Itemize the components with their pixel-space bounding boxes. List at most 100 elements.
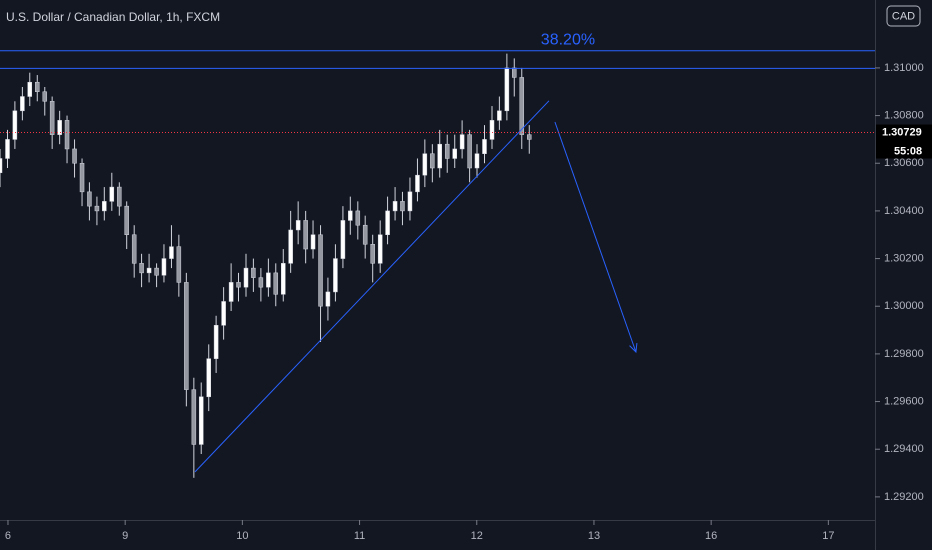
candle-body xyxy=(444,143,450,159)
candle-body xyxy=(198,396,204,445)
candle-body xyxy=(236,282,241,288)
candle-body xyxy=(42,91,48,102)
y-tick-label: 1.29400 xyxy=(884,443,924,455)
last-price-box xyxy=(876,124,932,159)
candle-body xyxy=(161,258,167,276)
candle-body xyxy=(79,162,85,193)
candle-body xyxy=(124,205,129,235)
candle-body xyxy=(310,234,316,250)
candle-body xyxy=(467,134,472,169)
candle-body xyxy=(452,148,457,159)
candle-body xyxy=(303,220,308,250)
x-tick-label: 10 xyxy=(236,530,248,542)
candle-body xyxy=(519,77,525,135)
candle-body xyxy=(57,120,62,135)
candle-body xyxy=(213,325,219,359)
candle-body xyxy=(243,267,249,288)
candle-body xyxy=(146,267,152,274)
candle-body xyxy=(109,186,115,202)
candle-body xyxy=(437,143,442,169)
trend-line xyxy=(194,100,550,473)
candle-body xyxy=(20,96,25,112)
candle-body xyxy=(72,148,77,164)
x-tick-label: 9 xyxy=(122,530,128,542)
y-tick-label: 1.29800 xyxy=(884,348,924,360)
candle-body xyxy=(288,229,293,264)
x-tick-label: 13 xyxy=(588,530,600,542)
y-tick-label: 1.29200 xyxy=(884,491,924,503)
arrow-head xyxy=(629,342,638,354)
y-tick-label: 1.30800 xyxy=(884,109,924,121)
candle-body xyxy=(392,201,398,212)
candle-body xyxy=(35,81,40,93)
y-tick-label: 1.29600 xyxy=(884,395,924,407)
candle-body xyxy=(64,120,70,150)
candle-body xyxy=(497,110,502,121)
candle-body xyxy=(49,101,55,135)
arrow-line xyxy=(554,121,637,353)
candle-body xyxy=(184,282,189,390)
candle-body xyxy=(27,81,33,97)
candle-body xyxy=(251,267,256,278)
candle-body xyxy=(228,282,234,302)
candle-body xyxy=(482,139,487,154)
currency-label[interactable]: CAD xyxy=(892,10,915,22)
candle-body xyxy=(422,153,428,176)
candle-body xyxy=(415,174,420,193)
candle-body xyxy=(221,301,226,326)
candle-body xyxy=(0,158,3,174)
x-tick-label: 12 xyxy=(471,530,483,542)
candle-body xyxy=(154,267,159,276)
candle-body xyxy=(94,205,100,212)
candle-body xyxy=(385,210,390,235)
candle-body xyxy=(117,186,122,207)
y-tick-label: 1.31000 xyxy=(884,62,924,74)
candle-body xyxy=(407,191,413,212)
x-tick-label: 16 xyxy=(705,530,717,542)
candle-body xyxy=(281,263,286,295)
candle-body xyxy=(512,67,517,78)
candle-body xyxy=(527,134,532,140)
candle-body xyxy=(370,244,375,264)
candle-body xyxy=(355,210,361,226)
candle-body xyxy=(12,110,18,140)
candle-body xyxy=(87,191,92,207)
candle-body xyxy=(362,224,368,245)
chart-title: U.S. Dollar / Canadian Dollar, 1h, FXCM xyxy=(6,10,220,24)
candle-body xyxy=(474,153,480,169)
candle-body xyxy=(139,263,144,274)
candle-body xyxy=(258,277,264,288)
candle-body xyxy=(5,139,10,159)
candle-body xyxy=(318,234,323,307)
candle-body xyxy=(176,246,182,283)
y-tick-label: 1.30600 xyxy=(884,157,924,169)
x-tick-label: 17 xyxy=(822,530,834,542)
y-tick-label: 1.30200 xyxy=(884,252,924,264)
candle-body xyxy=(325,291,331,307)
candle-body xyxy=(131,234,137,264)
currency-badge[interactable] xyxy=(886,5,921,27)
candle-body xyxy=(206,358,211,398)
candle-body xyxy=(191,389,197,445)
candle-body xyxy=(430,153,435,169)
candle-body xyxy=(377,234,383,264)
fib-label: 38.20% xyxy=(541,31,595,48)
x-tick-label: 6 xyxy=(5,530,11,542)
countdown-label: 55:08 xyxy=(894,145,922,157)
candle-body xyxy=(340,220,346,259)
y-tick-label: 1.30400 xyxy=(884,205,924,217)
candle-body xyxy=(266,272,271,288)
candle-body xyxy=(295,220,301,231)
x-tick-label: 11 xyxy=(354,530,365,542)
candle-body xyxy=(169,246,174,259)
candle-body xyxy=(102,201,107,212)
candle-body xyxy=(459,134,465,150)
candle-body xyxy=(504,67,510,112)
candle-body xyxy=(348,210,353,221)
candle-body xyxy=(273,272,279,295)
plot-area: 38.20% xyxy=(0,31,875,478)
last-price-label: 1.30729 xyxy=(882,126,922,138)
